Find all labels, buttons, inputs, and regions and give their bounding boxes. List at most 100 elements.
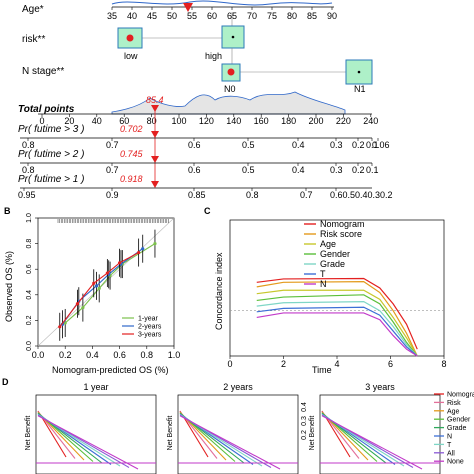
concordance-x-label: Time <box>312 365 332 375</box>
risk-label: risk** <box>22 34 45 45</box>
concordance-plot: C 0 2 4 6 8 Time Concordance index NomogramR… <box>204 206 447 375</box>
x-tick-label: 0.2 <box>59 350 72 360</box>
total-points-tick-label: 60 <box>119 116 129 126</box>
probability-tick-label: 0.95 <box>18 190 36 200</box>
risk-low-marker <box>126 34 134 42</box>
legend-label: 3-years <box>138 332 162 339</box>
calibration-point <box>153 242 157 246</box>
legend-label: N <box>447 434 452 441</box>
age-tick-label: 55 <box>187 11 197 21</box>
decision-curve-line <box>37 415 139 470</box>
y-tick-label: 0.2 <box>26 315 33 325</box>
total-points-tick-label: 220 <box>336 116 351 126</box>
legend-label: Risk <box>447 400 461 407</box>
panel-letter-d: D <box>2 377 9 387</box>
age-tick-label: 70 <box>247 11 257 21</box>
risk-level-low: low <box>124 51 138 61</box>
age-tick-label: 60 <box>207 11 217 21</box>
age-tick-label: 40 <box>127 11 137 21</box>
decision-curve-panel: D 1 year Net Benefit 2 years Net Benefit 3 y… <box>2 377 474 474</box>
probability-row-value: 0.702 <box>120 124 143 134</box>
decision-curve-line <box>179 415 281 470</box>
calibration-point <box>92 281 96 285</box>
probability-tick-label: 0.4 <box>292 140 305 150</box>
concordance-line <box>256 294 418 357</box>
concordance-series <box>230 277 444 357</box>
calibration-frame <box>37 217 175 347</box>
y-tick-label: 0.0 <box>26 341 33 351</box>
probability-tick-label: 0.5 <box>242 140 255 150</box>
y-tick-label: 0.4 <box>26 290 33 300</box>
decision-curve-title: 2 years <box>223 382 253 392</box>
x-tick-label: 0.4 <box>86 350 99 360</box>
n-level-n0: N0 <box>224 84 236 94</box>
decision-curve-y-label: Net Benefit <box>309 416 316 451</box>
calibration-point <box>97 286 101 290</box>
probability-tick-label: 0.5 <box>242 165 255 175</box>
total-points-tick-label: 80 <box>147 116 157 126</box>
probability-row-label: Pr( futime > 1 ) <box>18 174 84 185</box>
legend-label: Age <box>447 408 460 415</box>
legend-label: Age <box>320 239 336 249</box>
decision-curve-y-tick: 0.3 <box>301 416 308 426</box>
legend-label: T <box>447 442 452 449</box>
concordance-line <box>256 281 418 357</box>
legend-label: Nomogram <box>447 392 474 399</box>
probability-tick-label: 0.7 <box>300 190 313 200</box>
age-tick-label: 90 <box>327 11 337 21</box>
probability-tick-label: 0.3 <box>330 140 343 150</box>
total-points-tick-label: 0 <box>39 116 44 126</box>
probability-tick-label: 0.8 <box>22 165 35 175</box>
risk-high-dot <box>231 35 235 39</box>
x-tick-label: 0.6 <box>113 350 126 360</box>
n0-marker <box>227 68 235 76</box>
n-stage-label: N stage** <box>22 66 64 77</box>
y-tick-label: 0.8 <box>26 239 33 249</box>
x-tick-label: 2 <box>281 359 286 369</box>
total-points-tick-label: 100 <box>171 116 186 126</box>
age-tick-label: 35 <box>107 11 117 21</box>
legend-label: 2-years <box>138 324 162 331</box>
x-tick-label: 1.0 <box>168 350 181 360</box>
age-tick-label: 85 <box>307 11 317 21</box>
decision-curve-title: 1 year <box>83 382 108 392</box>
concordance-line <box>256 289 418 357</box>
decision-curve-line <box>321 415 423 470</box>
calibration-line <box>62 248 144 325</box>
x-tick-label: 0.0 <box>32 350 45 360</box>
age-tick-label: 45 <box>147 11 157 21</box>
probability-tick-label: 0.7 <box>106 165 119 175</box>
legend-label: Risk score <box>320 229 362 239</box>
concordance-line <box>256 277 418 350</box>
n-level-n1: N1 <box>354 84 366 94</box>
probability-tick-label: 0.9 <box>106 190 119 200</box>
probability-row-marker <box>151 131 159 138</box>
probability-tick-label: 0.4 <box>292 165 305 175</box>
calibration-point <box>105 271 109 275</box>
total-points-tick-label: 200 <box>308 116 323 126</box>
legend-label: None <box>447 459 464 466</box>
probability-tick-label: 0.8 <box>22 140 35 150</box>
calibration-x-label: Nomogram-predicted OS (%) <box>52 365 169 375</box>
total-points-tick-label: 140 <box>226 116 241 126</box>
legend-label: 1-year <box>138 316 159 323</box>
panel-letter-c: C <box>204 206 211 216</box>
probability-tick-label: 0.85 <box>188 190 206 200</box>
decision-curve-plots: 1 year Net Benefit 2 years Net Benefit 3 yea… <box>25 382 441 474</box>
calibration-point <box>118 261 122 265</box>
total-points-tick-label: 120 <box>199 116 214 126</box>
calibration-plot: B 0.0 0.2 0.4 0.6 0.8 1.0 0.00.20.40.60.81.0 … <box>4 206 181 375</box>
risk-level-high: high <box>205 51 222 61</box>
x-tick-label: 6 <box>388 359 393 369</box>
age-tick-labels: 35 40 45 50 55 60 65 70 75 80 85 90 <box>107 7 337 21</box>
legend-label: Grade <box>320 259 345 269</box>
probability-tick-label: 0.7 <box>106 140 119 150</box>
y-tick-label: 0.6 <box>26 264 33 274</box>
probability-row-label: Pr( futime > 2 ) <box>18 149 84 160</box>
probability-tick-label: 0.2 <box>352 140 365 150</box>
decision-curve-frame <box>319 394 441 474</box>
calibration-x-ticks: 0.0 0.2 0.4 0.6 0.8 1.0 <box>32 346 181 360</box>
decision-curve-y-label: Net Benefit <box>25 416 32 451</box>
probability-tick-label: 0.8 <box>246 190 259 200</box>
